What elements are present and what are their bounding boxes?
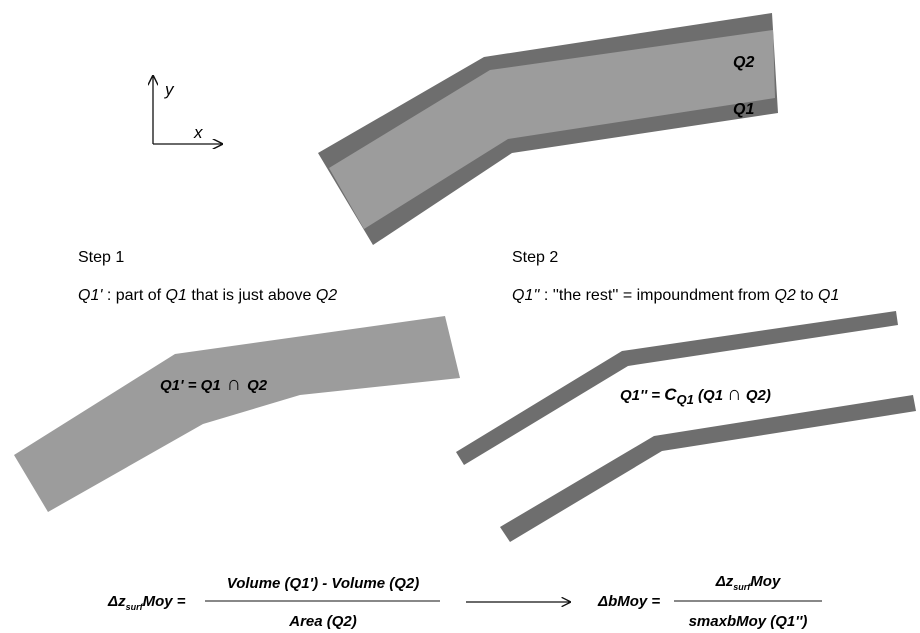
step1-title: Step 1	[78, 249, 124, 266]
q1-label: Q1	[733, 101, 754, 118]
formula2-numerator: ΔzsurfMoy	[715, 573, 781, 592]
formula-delta-bmoy: ΔbMoy = ΔzsurfMoy smaxbMoy (Q1'')	[597, 573, 822, 630]
step2-description: Q1'' : ''the rest'' = impoundment from Q…	[512, 287, 839, 304]
q1-double-prime-label: Q1'' = CQ1 (Q1 ∩ Q2)	[620, 383, 771, 407]
q2-label: Q2	[733, 54, 754, 71]
q1-prime-area	[14, 316, 460, 512]
q1-prime-label: Q1' = Q1 ∩ Q2	[160, 373, 268, 395]
formula2-lhs: ΔbMoy =	[597, 593, 660, 610]
q1-double-prime-upper-band	[456, 311, 898, 465]
y-axis-label: y	[164, 80, 175, 99]
formula1-numerator: Volume (Q1') - Volume (Q2)	[227, 575, 419, 592]
formula1-denominator: Area (Q2)	[288, 613, 357, 630]
axes-icon	[153, 76, 222, 144]
formula1-lhs: ΔzsurfMoy =	[107, 593, 186, 612]
step2-title: Step 2	[512, 249, 558, 266]
x-axis-label: x	[193, 123, 203, 142]
step1-description: Q1' : part of Q1 that is just above Q2	[78, 287, 337, 304]
q1-double-prime-lower-band	[500, 395, 916, 542]
q2-area	[329, 30, 775, 229]
formula2-denominator: smaxbMoy (Q1'')	[689, 613, 808, 630]
formula-delta-zsurf: ΔzsurfMoy = Volume (Q1') - Volume (Q2) A…	[107, 575, 440, 630]
